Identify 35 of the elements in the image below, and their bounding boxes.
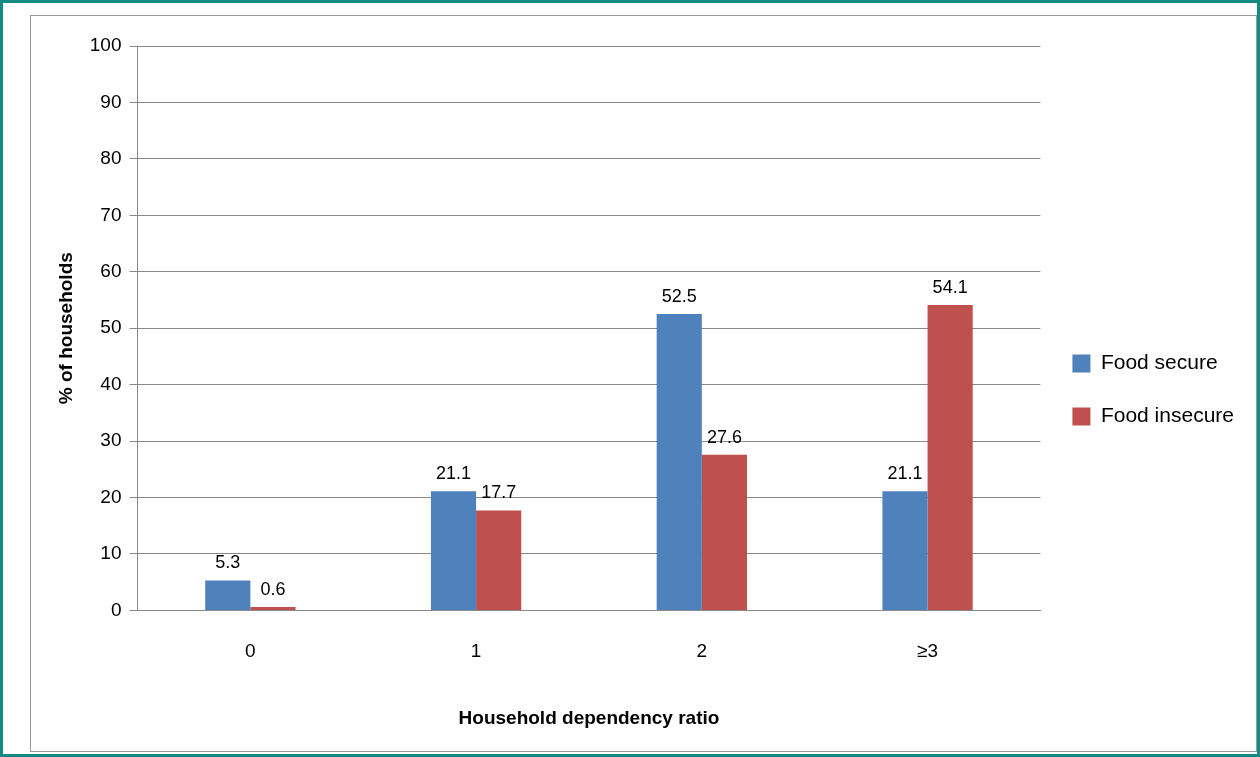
y-tick-label: 40	[100, 372, 122, 394]
y-axis-title: % of households	[54, 252, 76, 405]
bar	[250, 607, 296, 610]
x-axis-title: Household dependency ratio	[458, 706, 720, 728]
data-label: 54.1	[932, 277, 968, 298]
bar	[656, 314, 702, 610]
bar	[882, 491, 928, 610]
data-label: 52.5	[661, 286, 697, 307]
y-tick-label: 90	[100, 90, 122, 112]
y-tick-label: 80	[100, 147, 122, 169]
bar	[430, 491, 477, 610]
y-tick-label: 30	[100, 429, 122, 451]
y-tick-label: 10	[100, 542, 122, 564]
bar	[205, 580, 251, 610]
data-label: 27.6	[706, 426, 742, 447]
data-label: 0.6	[260, 578, 286, 599]
bar	[476, 510, 522, 610]
y-tick-label: 20	[100, 485, 122, 507]
data-label: 21.1	[436, 463, 472, 484]
y-tick-label: 100	[89, 34, 122, 56]
y-tick-label: 0	[110, 598, 122, 620]
y-tick-label: 70	[100, 203, 122, 225]
bar	[927, 305, 973, 610]
legend-label: Food insecure	[1100, 403, 1234, 427]
legend-label: Food secure	[1100, 350, 1218, 374]
x-tick-label: 0	[245, 640, 256, 662]
data-label: 17.7	[481, 482, 517, 503]
bar	[701, 454, 747, 610]
x-tick-label: ≥3	[917, 640, 939, 662]
x-tick-label: 1	[470, 640, 482, 662]
data-label: 5.3	[215, 552, 241, 573]
data-label: 21.1	[887, 463, 923, 484]
y-tick-label: 50	[100, 316, 122, 338]
y-tick-label: 60	[100, 259, 122, 281]
x-tick-label: 2	[696, 640, 708, 662]
